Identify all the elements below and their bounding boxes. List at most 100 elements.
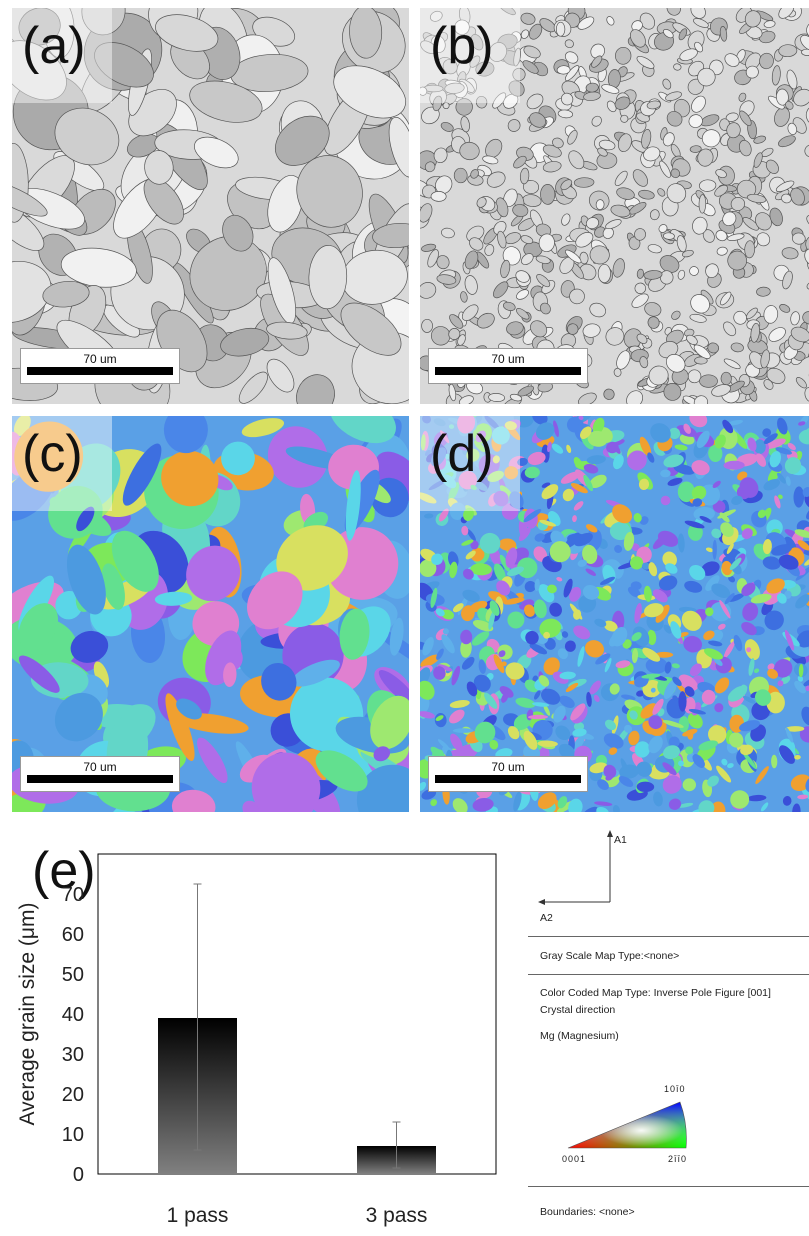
grain (541, 484, 559, 500)
grain (523, 604, 536, 617)
grain (616, 187, 635, 200)
grain (805, 685, 809, 692)
grain (701, 561, 720, 576)
grain (76, 506, 95, 532)
grain (296, 155, 363, 228)
grain (636, 781, 655, 793)
grain (421, 243, 437, 252)
grain-size-chart: (e) 0 10 20 30 40 50 60 70 1 pass 3 pass Average… (16, 842, 497, 1227)
grain (533, 546, 548, 562)
grain (605, 219, 622, 230)
grain (779, 745, 795, 764)
grain (466, 528, 476, 542)
grain (721, 758, 728, 766)
grain (629, 29, 646, 48)
grain (532, 702, 550, 707)
grain (241, 418, 285, 438)
grain (420, 680, 435, 700)
grain (712, 500, 726, 513)
grain (308, 245, 348, 310)
grain (538, 675, 550, 687)
grain (475, 430, 486, 443)
grain (507, 726, 520, 740)
grain (570, 483, 588, 494)
grain (790, 326, 809, 343)
grain (484, 692, 498, 709)
grain (574, 532, 593, 547)
grain (728, 593, 744, 602)
grain (705, 263, 719, 278)
grain (639, 516, 649, 525)
grain (538, 233, 555, 253)
grain (689, 313, 707, 323)
grain (610, 204, 631, 218)
grain (723, 641, 735, 659)
grain (54, 692, 103, 742)
grain (715, 230, 728, 242)
grain (560, 92, 574, 106)
grain (488, 393, 506, 402)
grain (757, 509, 766, 518)
axis-a1-label: A1 (614, 834, 627, 846)
grain (516, 289, 529, 300)
grain (486, 171, 506, 188)
grain (707, 775, 719, 787)
grain (787, 443, 796, 451)
grain (804, 556, 809, 566)
grain (436, 648, 444, 660)
grain (747, 437, 757, 452)
grain (475, 95, 488, 109)
grain (704, 648, 723, 660)
grain (778, 554, 799, 570)
grain (513, 791, 522, 812)
grain (547, 441, 552, 453)
grain (698, 179, 717, 192)
grain (516, 557, 538, 579)
grain (491, 426, 510, 445)
grain (748, 658, 755, 676)
grain (726, 122, 741, 139)
grain (620, 114, 629, 123)
grain (441, 474, 457, 489)
grain (471, 631, 490, 646)
color-coded-map-type: Color Coded Map Type: Inverse Pole Figur… (540, 987, 771, 999)
grain (582, 544, 598, 565)
grain (370, 695, 409, 750)
grain (613, 367, 622, 377)
grain (421, 318, 433, 333)
grain (594, 226, 606, 238)
scale-bar: 70 um (428, 348, 588, 384)
grain (671, 663, 680, 669)
grain (728, 575, 736, 583)
grain (267, 175, 304, 233)
grain (738, 139, 752, 157)
grain (469, 55, 481, 68)
grain (464, 250, 479, 270)
grain (639, 356, 649, 369)
grain (747, 794, 767, 802)
grain (599, 576, 616, 585)
grain (652, 589, 668, 603)
grain (504, 466, 519, 480)
grain (771, 754, 778, 769)
grain (741, 582, 756, 596)
grain (457, 334, 466, 346)
grain (720, 371, 732, 386)
grain (668, 427, 681, 440)
grain (683, 423, 691, 434)
grain (420, 781, 427, 791)
grain (684, 686, 695, 697)
grain (558, 743, 576, 760)
axis-a2-label: A2 (540, 912, 553, 924)
grain (614, 544, 623, 554)
grain (769, 207, 783, 227)
grain (489, 600, 500, 616)
grain (420, 40, 437, 54)
grain (615, 566, 624, 579)
grain (564, 640, 576, 652)
grain (524, 466, 540, 479)
grain (54, 107, 120, 166)
grain (711, 528, 722, 539)
grain (505, 662, 525, 680)
grain (585, 82, 599, 93)
